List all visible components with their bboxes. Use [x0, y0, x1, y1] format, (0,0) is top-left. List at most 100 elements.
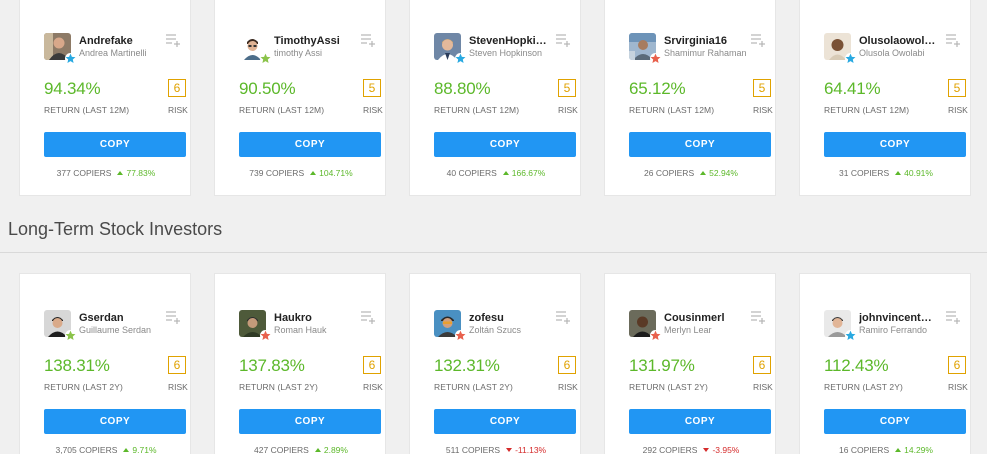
copiers-stats: 40 COPIERS 166.67%	[410, 168, 582, 178]
arrow-up-icon	[895, 448, 902, 453]
star-badge-icon	[455, 330, 466, 341]
arrow-up-icon	[123, 448, 130, 453]
copy-button[interactable]: COPY	[434, 132, 576, 157]
trader-username[interactable]: Srvirginia16	[664, 35, 727, 47]
risk-label: RISK	[948, 105, 968, 115]
trader-card[interactable]: TimothyAssi timothy Assi 90.50% RETURN (…	[214, 0, 386, 196]
trader-username[interactable]: Cousinmerl	[664, 312, 725, 324]
add-to-watchlist-icon[interactable]	[945, 33, 961, 47]
copy-button[interactable]: COPY	[824, 132, 966, 157]
copy-button[interactable]: COPY	[239, 409, 381, 434]
add-to-watchlist-icon[interactable]	[555, 33, 571, 47]
copy-button[interactable]: COPY	[239, 132, 381, 157]
return-label: RETURN (LAST 2Y)	[239, 382, 318, 392]
copiers-stats: 377 COPIERS 77.83%	[20, 168, 192, 178]
trader-username[interactable]: Andrefake	[79, 35, 133, 47]
trader-username[interactable]: TimothyAssi	[274, 35, 340, 47]
risk-score: 6	[558, 356, 576, 374]
trader-username[interactable]: Olusolaowolabi	[859, 35, 937, 47]
copiers-count: 739	[249, 168, 264, 178]
copiers-label: COPIERS	[458, 168, 497, 178]
arrow-down-icon	[703, 448, 710, 453]
copiers-stats: 31 COPIERS 40.91%	[800, 168, 972, 178]
arrow-up-icon	[117, 171, 124, 176]
copiers-count: 511	[445, 445, 460, 454]
return-value: 131.97%	[629, 356, 695, 375]
copiers-count: 40	[446, 168, 457, 178]
copy-button[interactable]: COPY	[44, 409, 186, 434]
return-label: RETURN (LAST 12M)	[44, 105, 130, 115]
avatar[interactable]	[239, 33, 266, 60]
return-label: RETURN (LAST 2Y)	[434, 382, 513, 392]
add-to-watchlist-icon[interactable]	[945, 310, 961, 324]
copiers-count: 377	[56, 168, 71, 178]
avatar[interactable]	[434, 310, 461, 337]
return-label: RETURN (LAST 12M)	[824, 105, 910, 115]
star-badge-icon	[650, 53, 661, 64]
trader-card[interactable]: Srvirginia16 Shamimur Rahaman 65.12% RET…	[604, 0, 776, 196]
trader-cards-row-2: Gserdan Guillaume Serdan 138.31% RETURN …	[0, 273, 987, 454]
return-value: 132.31%	[434, 356, 500, 375]
trader-card[interactable]: zofesu Zoltán Szucs 132.31% RETURN (LAST…	[409, 273, 581, 454]
trader-card[interactable]: Haukro Roman Hauk 137.83% RETURN (LAST 2…	[214, 273, 386, 454]
trader-card[interactable]: Andrefake Andrea Martinelli 94.34% RETUR…	[19, 0, 191, 196]
trader-card[interactable]: Olusolaowolabi Olusola Owolabi 64.41% RE…	[799, 0, 971, 196]
trader-card[interactable]: Gserdan Guillaume Serdan 138.31% RETURN …	[19, 273, 191, 454]
star-badge-icon	[455, 53, 466, 64]
return-label: RETURN (LAST 12M)	[239, 105, 325, 115]
copiers-count: 292	[642, 445, 657, 454]
copiers-label: COPIERS	[659, 445, 698, 454]
return-value: 65.12%	[629, 79, 686, 98]
copiers-count: 3,705	[55, 445, 77, 454]
trader-username[interactable]: Haukro	[274, 312, 312, 324]
trader-fullname: Zoltán Szucs	[469, 325, 522, 335]
risk-label: RISK	[168, 382, 188, 392]
trader-username[interactable]: zofesu	[469, 312, 504, 324]
copiers-count: 16	[839, 445, 849, 454]
copiers-label: COPIERS	[265, 168, 305, 178]
copy-button[interactable]: COPY	[824, 409, 966, 434]
star-badge-icon	[650, 330, 661, 341]
trader-fullname: Olusola Owolabi	[859, 48, 925, 58]
trader-username[interactable]: johnvincentmarco	[859, 312, 937, 324]
add-to-watchlist-icon[interactable]	[165, 33, 181, 47]
copiers-change: 14.29%	[904, 445, 933, 454]
copy-button[interactable]: COPY	[44, 132, 186, 157]
risk-score: 6	[168, 79, 186, 97]
star-badge-icon	[845, 53, 856, 64]
copiers-label: COPIERS	[461, 445, 501, 454]
add-to-watchlist-icon[interactable]	[750, 33, 766, 47]
arrow-up-icon	[314, 448, 321, 453]
return-value: 94.34%	[44, 79, 101, 98]
add-to-watchlist-icon[interactable]	[165, 310, 181, 324]
trader-fullname: Ramiro Ferrando	[859, 325, 928, 335]
return-value: 138.31%	[44, 356, 110, 375]
add-to-watchlist-icon[interactable]	[360, 33, 376, 47]
trader-card[interactable]: johnvincentmarco Ramiro Ferrando 112.43%…	[799, 273, 971, 454]
copiers-label: COPIERS	[73, 168, 112, 178]
trader-fullname: Roman Hauk	[274, 325, 327, 335]
section-title: Long-Term Stock Investors	[8, 219, 223, 239]
add-to-watchlist-icon[interactable]	[555, 310, 571, 324]
return-label: RETURN (LAST 2Y)	[44, 382, 123, 392]
copy-button[interactable]: COPY	[434, 409, 576, 434]
add-to-watchlist-icon[interactable]	[750, 310, 766, 324]
copiers-stats: 3,705 COPIERS 9.71%	[20, 445, 192, 454]
risk-label: RISK	[558, 105, 578, 115]
trader-username[interactable]: Gserdan	[79, 312, 124, 324]
avatar[interactable]	[44, 33, 71, 60]
return-value: 90.50%	[239, 79, 296, 98]
trader-fullname: Shamimur Rahaman	[664, 48, 747, 58]
return-value: 112.43%	[824, 356, 889, 375]
copiers-count: 31	[839, 168, 849, 178]
star-badge-icon	[845, 330, 856, 341]
trader-card[interactable]: Cousinmerl Merlyn Lear 131.97% RETURN (L…	[604, 273, 776, 454]
copy-button[interactable]: COPY	[629, 132, 771, 157]
arrow-up-icon	[700, 171, 707, 176]
copy-button[interactable]: COPY	[629, 409, 771, 434]
trader-fullname: Merlyn Lear	[664, 325, 712, 335]
risk-label: RISK	[363, 105, 383, 115]
add-to-watchlist-icon[interactable]	[360, 310, 376, 324]
